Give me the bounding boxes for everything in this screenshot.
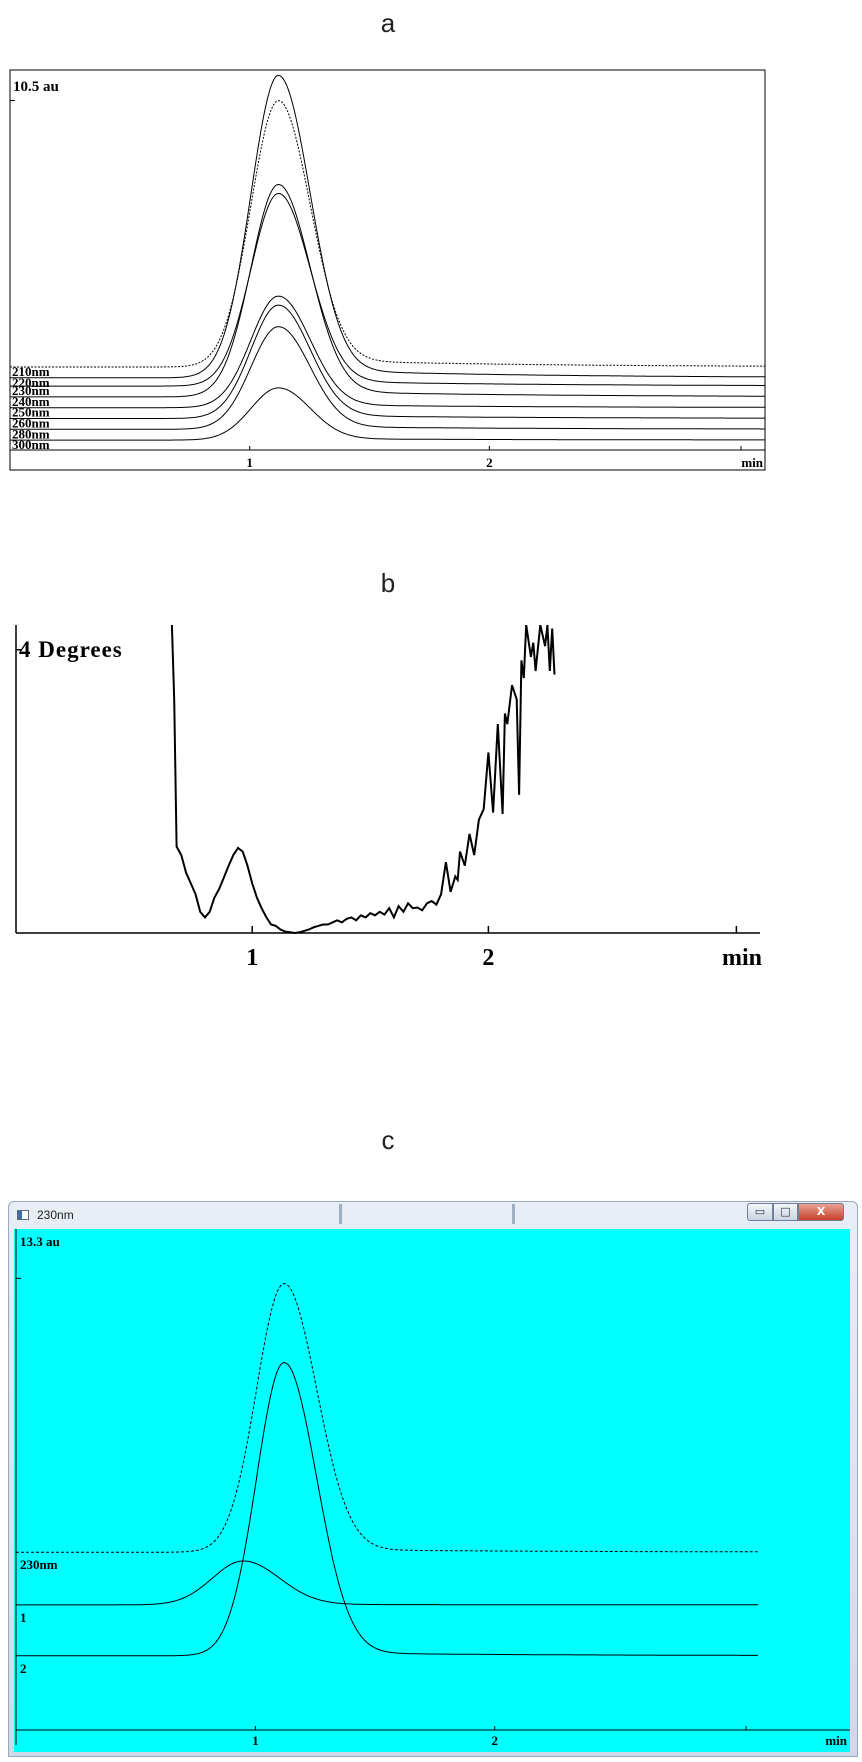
series-line-250nm xyxy=(10,295,765,409)
panel-a-letter: a xyxy=(380,8,396,38)
series-line-240nm xyxy=(10,183,765,398)
y-axis-label: 4 Degrees xyxy=(19,637,123,662)
y-axis-label: 10.5 au xyxy=(13,79,59,95)
series-line-230nm xyxy=(10,192,765,387)
panel-b-letter: b xyxy=(380,568,396,598)
series-label: 260nm xyxy=(12,415,50,430)
series-line-300nm xyxy=(10,387,765,441)
x-tick-label: 2 xyxy=(482,945,494,971)
minimize-button[interactable]: ▭ xyxy=(747,1203,773,1221)
series-label: 210nm xyxy=(12,364,50,379)
x-tick-label: 1 xyxy=(246,945,258,971)
series-line-260nm xyxy=(10,304,765,419)
window-app-icon xyxy=(17,1210,29,1220)
series-line-230nm xyxy=(16,1283,758,1553)
series-label: 230nm xyxy=(20,1557,58,1572)
series-line-2 xyxy=(16,1362,758,1657)
x-axis-label: min xyxy=(741,455,763,470)
x-tick-label: 2 xyxy=(491,1733,498,1748)
chart-a: 10.5 au1 2 min210nm220nm230nm240nm250nm260… xyxy=(9,69,766,471)
series-label: 230nm xyxy=(12,383,50,398)
series-label: 1 xyxy=(20,1610,27,1625)
maximize-button[interactable]: □ xyxy=(773,1203,798,1221)
series-label: 280nm xyxy=(12,426,50,441)
x-axis-label: min xyxy=(825,1733,847,1748)
panel-c-letter: c xyxy=(381,1125,395,1155)
y-axis-label: 13.3 au xyxy=(20,1234,60,1249)
chart-b: 4 Degrees 1 2 min xyxy=(15,625,762,971)
plot-frame xyxy=(9,69,766,471)
series-line-1 xyxy=(16,1560,758,1606)
x-tick-label: 2 xyxy=(486,455,493,470)
series-label: 240nm xyxy=(12,394,50,409)
series-label: 300nm xyxy=(12,437,50,452)
x-tick-label: 1 xyxy=(252,1733,259,1748)
x-axis-label: min xyxy=(722,945,762,971)
chromatogram-window: 230nm ▭ □ X 13.3 au 1 2 min 230nm 1 2 xyxy=(8,1201,858,1757)
series-line xyxy=(170,625,556,935)
close-button[interactable]: X xyxy=(798,1203,844,1221)
series-line-210nm xyxy=(10,100,765,368)
window-titlebar[interactable]: 230nm ▭ □ X xyxy=(9,1202,857,1228)
x-tick-label: 1 xyxy=(246,455,253,470)
plot-background xyxy=(14,1229,850,1752)
chart-c: 13.3 au 1 2 min 230nm 1 2 xyxy=(14,1229,850,1752)
series-label: 250nm xyxy=(12,405,50,420)
series-line-220nm xyxy=(10,74,765,379)
series-line-280nm xyxy=(10,326,765,430)
window-title: 230nm xyxy=(37,1208,74,1222)
series-label: 2 xyxy=(20,1661,27,1676)
background-window-ghost xyxy=(339,1204,515,1224)
